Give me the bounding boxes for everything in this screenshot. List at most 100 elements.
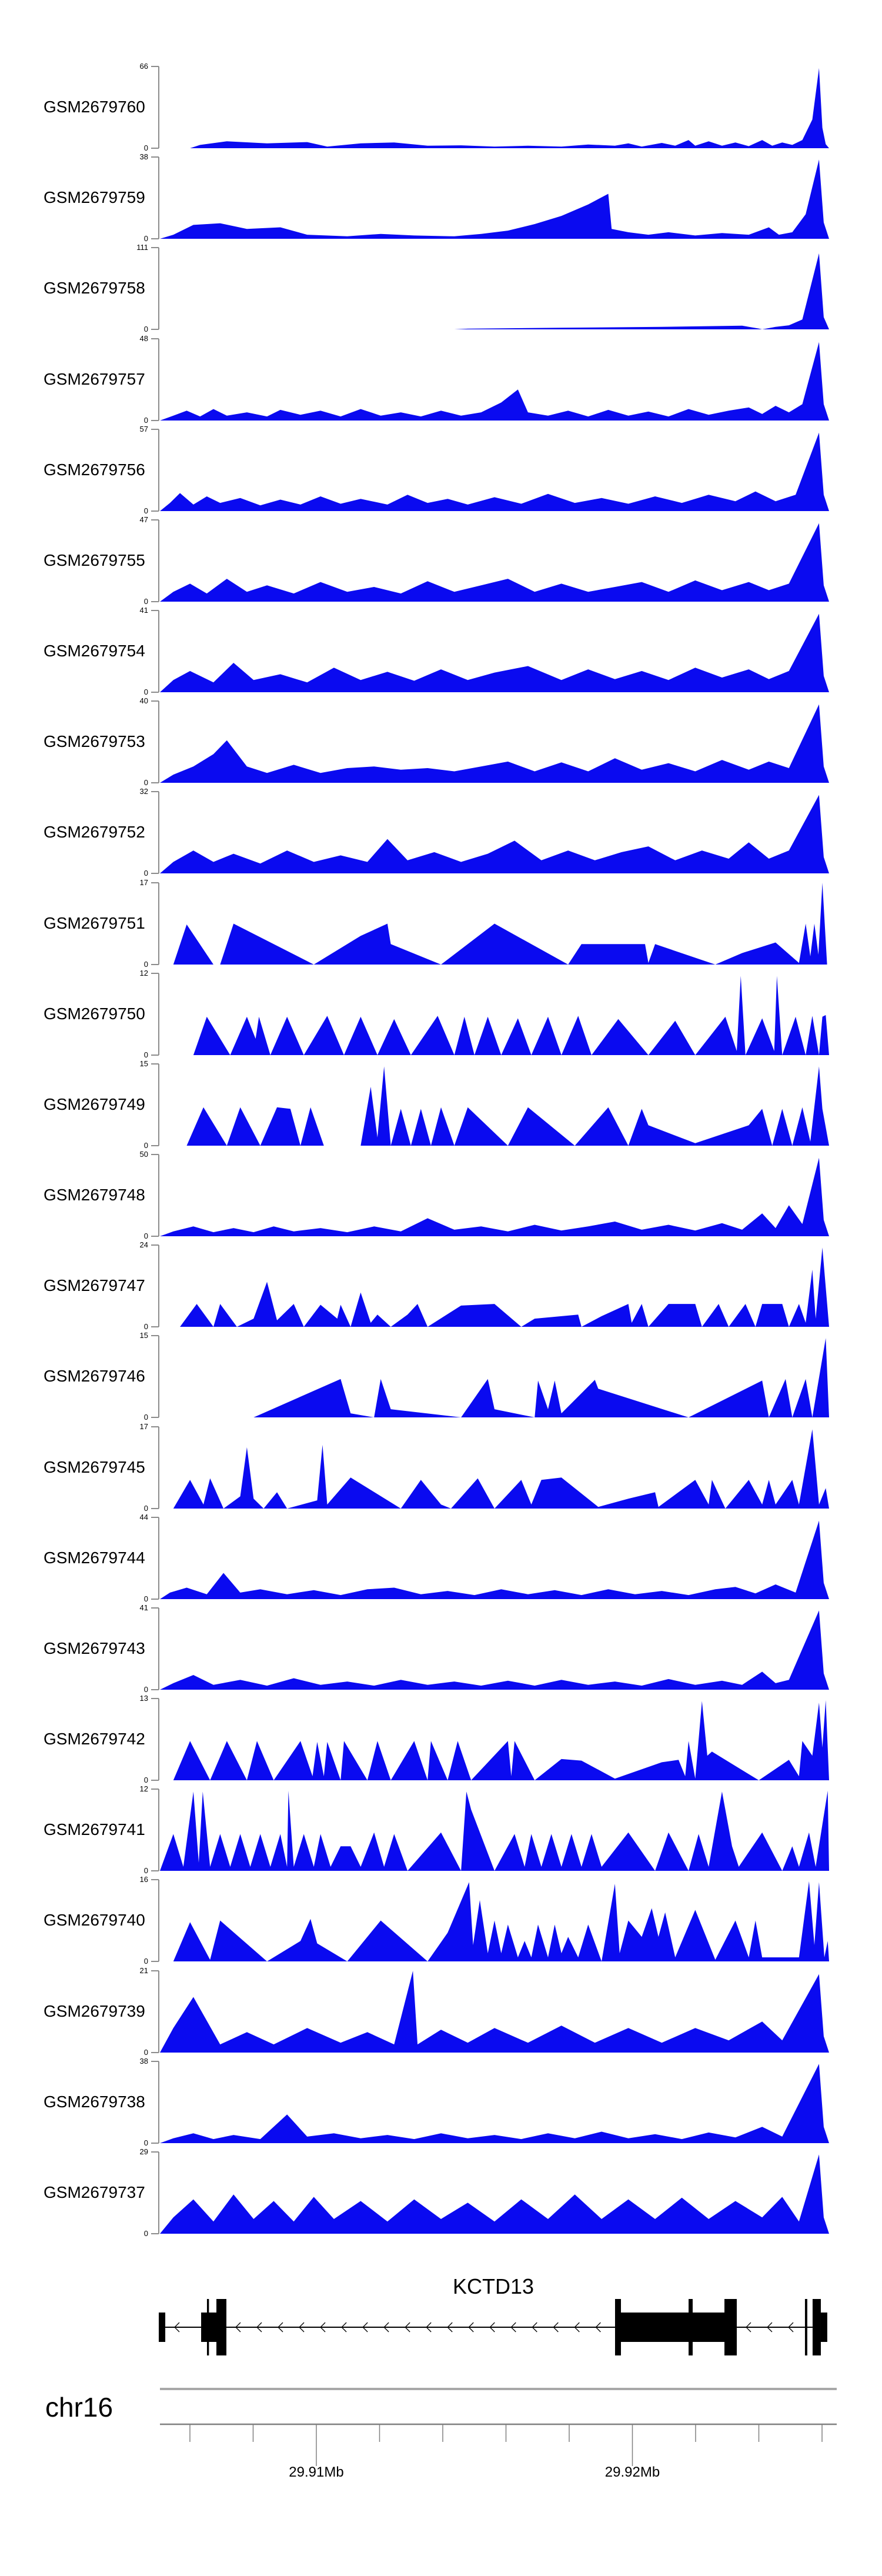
coverage-signal [160, 1700, 829, 1781]
track-row: GSM2679758 111 0 [0, 243, 882, 333]
track-row: GSM2679745 17 0 [0, 1422, 882, 1513]
track-ymax-value: 21 [139, 1966, 148, 1975]
yaxis-bracket-line [158, 1245, 159, 1327]
yaxis-bracket-line [158, 338, 159, 421]
track-ymax-value: 15 [139, 1331, 148, 1340]
yaxis-bracket-line [158, 519, 159, 602]
yaxis-top-stub [151, 1335, 159, 1337]
yaxis-top-stub [151, 66, 159, 67]
coverage-signal [160, 1881, 829, 1962]
yaxis-bracket-line [158, 2151, 159, 2234]
track-label: GSM2679749 [44, 1095, 145, 1113]
track-ymax-value: 47 [139, 515, 148, 524]
yaxis-top-stub [151, 2060, 159, 2062]
yaxis-bottom-stub [151, 1689, 159, 1690]
track-label: GSM2679747 [44, 1276, 145, 1295]
yaxis-top-stub [151, 700, 159, 702]
yaxis-top-stub [151, 1698, 159, 1700]
track-ymax-value: 29 [139, 2147, 148, 2156]
yaxis-top-stub [151, 156, 159, 158]
track-label: GSM2679760 [44, 98, 145, 116]
track-row: GSM2679752 32 0 [0, 787, 882, 877]
yaxis-bottom-stub [151, 1054, 159, 1056]
track-ymax-value: 17 [139, 877, 148, 887]
yaxis-bracket-line [158, 882, 159, 965]
coverage-signal [160, 1066, 829, 1146]
track-row: GSM2679741 12 0 [0, 1784, 882, 1875]
yaxis-top-stub [151, 610, 159, 612]
yaxis-top-stub [151, 428, 159, 430]
coverage-signal [160, 1610, 829, 1690]
track-ymax-value: 38 [139, 2056, 148, 2066]
axis-tick-label: 29.91Mb [289, 2464, 344, 2480]
yaxis-bottom-stub [151, 2233, 159, 2234]
track-ymin-value: 0 [143, 506, 148, 515]
track-row: GSM2679743 41 0 [0, 1603, 882, 1694]
yaxis-bottom-stub [151, 963, 159, 965]
yaxis-top-stub [151, 1788, 159, 1790]
track-ymin-value: 0 [143, 1503, 148, 1513]
track-ymax-value: 38 [139, 152, 148, 162]
track-ymin-value: 0 [143, 325, 148, 334]
yaxis-bottom-stub [151, 1961, 159, 1963]
track-label: GSM2679746 [44, 1367, 145, 1386]
track-row: GSM2679746 15 0 [0, 1331, 882, 1422]
track-label: GSM2679753 [44, 732, 145, 751]
yaxis-bracket-line [158, 1154, 159, 1237]
yaxis-bracket-line [158, 157, 159, 239]
track-ymin-value: 0 [143, 1050, 148, 1059]
yaxis-top-stub [151, 791, 159, 793]
track-label: GSM2679752 [44, 823, 145, 842]
yaxis-top-stub [151, 1063, 159, 1065]
track-row: GSM2679757 48 0 [0, 334, 882, 425]
track-label: GSM2679745 [44, 1457, 145, 1476]
track-label: GSM2679737 [44, 2183, 145, 2201]
track-ymax-value: 66 [139, 62, 148, 71]
track-ymin-value: 0 [143, 1866, 148, 1876]
track-row: GSM2679759 38 0 [0, 152, 882, 243]
track-ymin-value: 0 [143, 415, 148, 425]
track-row: GSM2679748 50 0 [0, 1150, 882, 1240]
track-ymax-value: 41 [139, 1603, 148, 1612]
track-ymin-value: 0 [143, 869, 148, 878]
track-label: GSM2679754 [44, 642, 145, 660]
yaxis-bottom-stub [151, 1870, 159, 1872]
track-ymax-value: 17 [139, 1422, 148, 1431]
track-ymin-value: 0 [143, 1957, 148, 1966]
yaxis-top-stub [151, 972, 159, 974]
yaxis-bracket-line [158, 792, 159, 874]
track-ymax-value: 24 [139, 1240, 148, 1250]
coverage-signal [160, 613, 829, 693]
yaxis-top-stub [151, 519, 159, 520]
coverage-signal [160, 523, 829, 602]
gene-model [159, 2299, 827, 2355]
yaxis-bottom-stub [151, 329, 159, 331]
yaxis-bracket-line [158, 1789, 159, 1871]
track-ymax-value: 16 [139, 1875, 148, 1884]
track-ymin-value: 0 [143, 144, 148, 152]
track-ymin-value: 0 [143, 959, 148, 969]
yaxis-bottom-stub [151, 782, 159, 784]
yaxis-bracket-line [158, 1063, 159, 1146]
track-ymin-value: 0 [143, 688, 148, 697]
track-ymin-value: 0 [143, 1594, 148, 1603]
track-ymin-value: 0 [143, 778, 148, 788]
track-ymin-value: 0 [143, 1232, 148, 1241]
track-ymax-value: 41 [139, 606, 148, 615]
coverage-signal [160, 159, 829, 239]
yaxis-top-stub [151, 1154, 159, 1156]
track-ymax-value: 57 [139, 424, 148, 433]
track-row: GSM2679739 21 0 [0, 1966, 882, 2057]
track-row: GSM2679749 15 0 [0, 1059, 882, 1150]
track-ymin-value: 0 [143, 234, 148, 243]
yaxis-bracket-line [158, 2061, 159, 2143]
track-label: GSM2679742 [44, 1730, 145, 1749]
yaxis-top-stub [151, 1879, 159, 1881]
yaxis-bottom-stub [151, 510, 159, 512]
track-ymin-value: 0 [143, 2047, 148, 2057]
track-row: GSM2679747 24 0 [0, 1240, 882, 1331]
track-ymax-value: 12 [139, 1784, 148, 1794]
yaxis-bracket-line [158, 1699, 159, 1781]
yaxis-top-stub [151, 882, 159, 883]
track-label: GSM2679744 [44, 1548, 145, 1567]
